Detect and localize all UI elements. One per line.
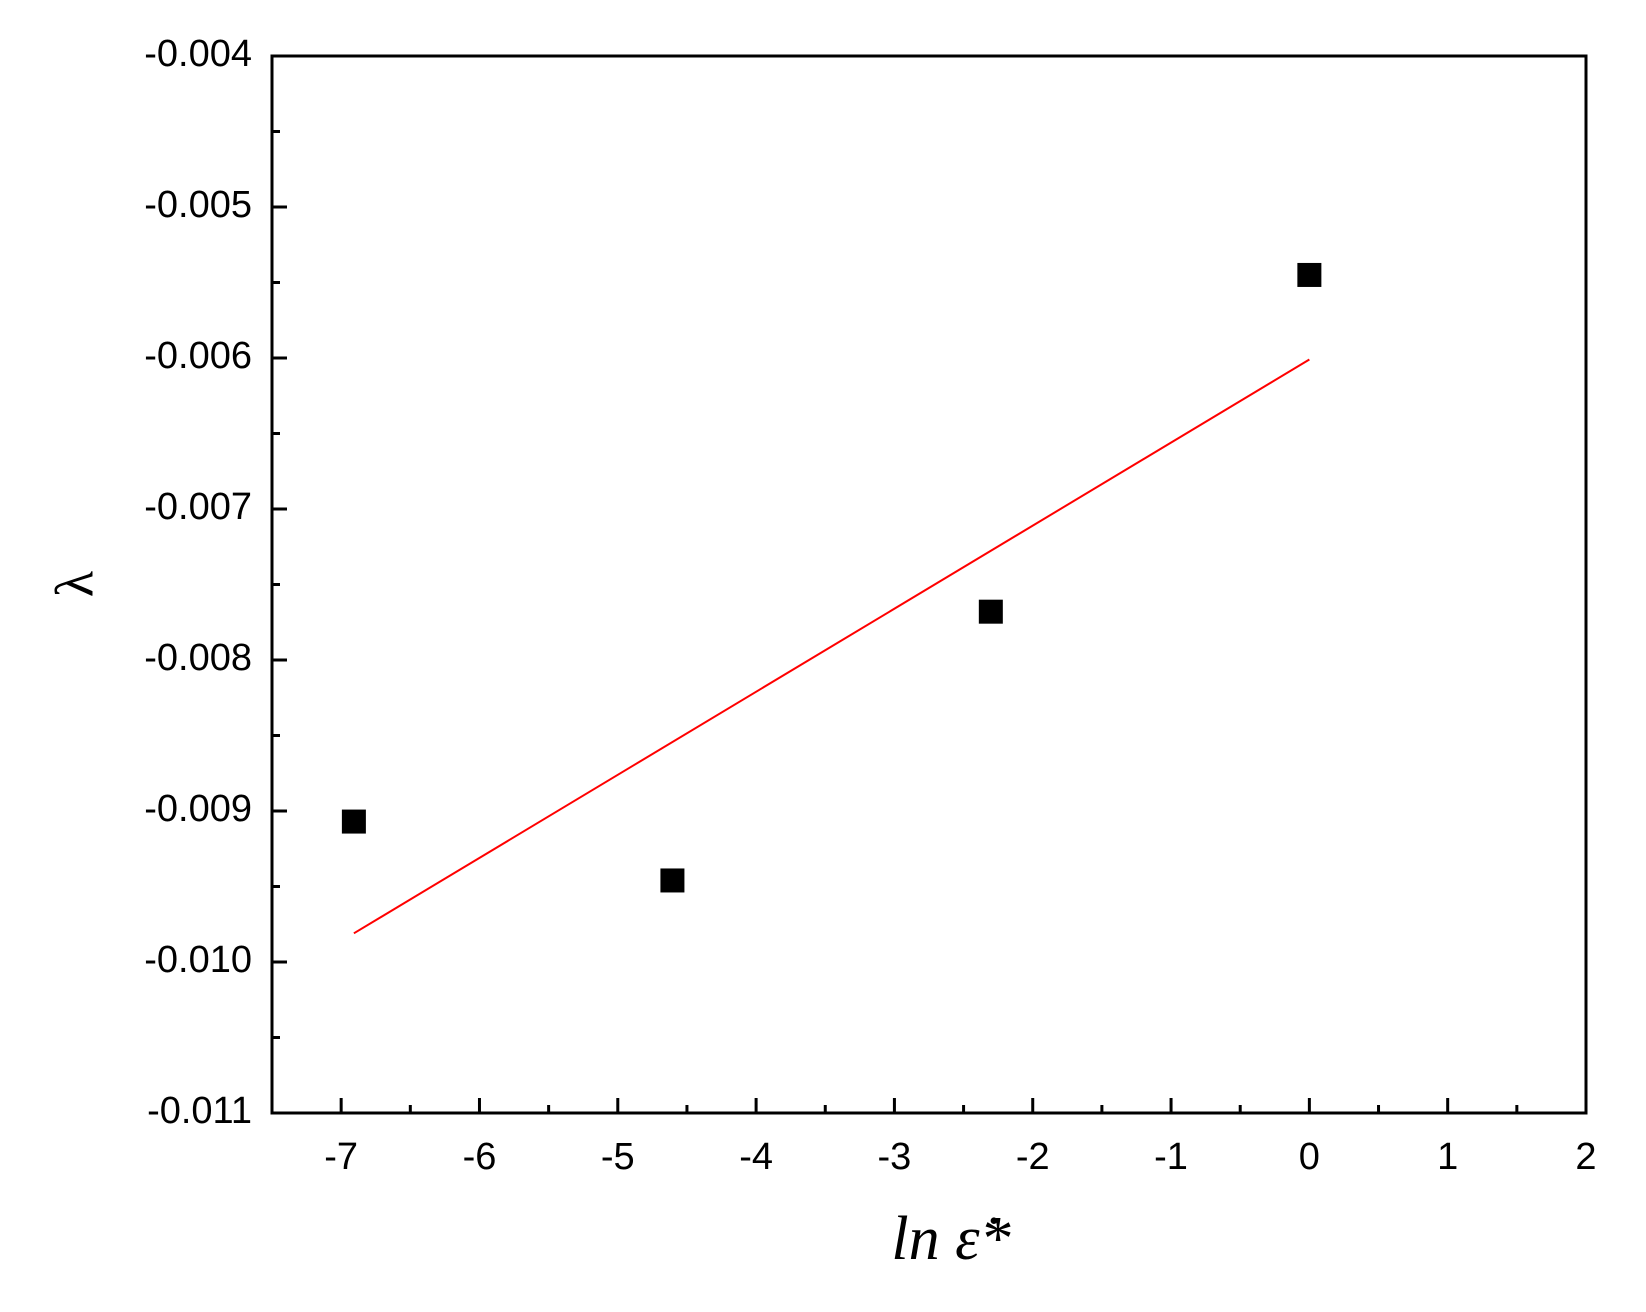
x-tick-label: 1 [1437,1136,1458,1178]
x-tick-label: -6 [463,1136,497,1178]
marker [660,868,685,893]
plot-frame [270,54,1588,1115]
y-axis-label: λ [44,571,104,597]
y-tick-label: -0.008 [144,637,252,679]
x-tick-label: -4 [739,1136,773,1178]
x-tick-label: -5 [601,1136,635,1178]
fit-line [353,358,1310,935]
x-tick-label: 2 [1575,1136,1596,1178]
x-tick-label: -7 [324,1136,358,1178]
x-tick-label: -2 [1016,1136,1050,1178]
x-tick-label: -3 [878,1136,912,1178]
marker [1297,262,1322,287]
x-axis-label: ln ε̇* [891,1205,1010,1273]
x-tick-label: -1 [1154,1136,1188,1178]
y-tick-label: -0.011 [147,1090,252,1132]
x-tick-label: 0 [1299,1136,1320,1178]
marker [978,599,1003,624]
y-tick-label: -0.009 [144,788,252,830]
y-tick-label: -0.007 [144,486,252,528]
y-tick-label: -0.010 [144,939,252,981]
y-tick-label: -0.006 [144,335,252,377]
marker [341,809,366,834]
y-tick-label: -0.005 [144,184,252,226]
y-tick-label: -0.004 [144,33,252,75]
